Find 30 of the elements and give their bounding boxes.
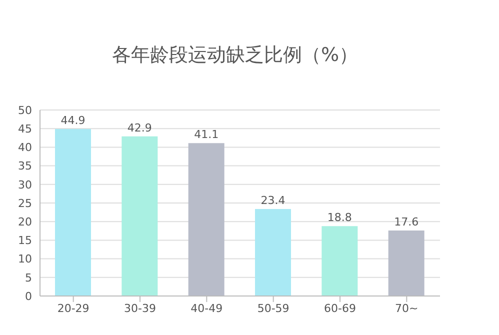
y-tick-label: 45 xyxy=(18,122,32,136)
x-tick-label: 60-69 xyxy=(324,302,356,315)
data-label: 17.6 xyxy=(394,216,419,229)
data-label: 41.1 xyxy=(194,128,219,142)
x-tick-label: 30-39 xyxy=(124,302,156,315)
bar xyxy=(122,136,158,296)
y-tick-label: 10 xyxy=(18,252,32,266)
y-tick-label: 30 xyxy=(18,178,32,192)
y-tick-label: 0 xyxy=(25,290,32,303)
y-tick-label: 40 xyxy=(18,141,32,154)
x-tick-label: 70~ xyxy=(395,302,418,315)
y-tick-label: 50 xyxy=(18,104,32,117)
x-tick-label: 50-59 xyxy=(257,302,290,315)
x-tick-label: 20-29 xyxy=(57,302,90,315)
data-label: 44.9 xyxy=(60,114,86,127)
data-label: 42.9 xyxy=(127,121,152,134)
bar xyxy=(188,143,224,296)
bar xyxy=(388,230,424,296)
y-tick-label: 35 xyxy=(18,160,32,173)
data-label: 23.4 xyxy=(260,194,286,207)
chart-title: 各年龄段运动缺乏比例（%） xyxy=(110,43,360,68)
y-tick-label: 20 xyxy=(18,216,32,229)
y-tick-label: 5 xyxy=(25,271,32,284)
x-tick-label: 40-49 xyxy=(190,302,223,315)
bar xyxy=(255,208,291,296)
y-tick-label: 25 xyxy=(18,196,32,210)
bar xyxy=(322,226,358,296)
bar xyxy=(55,128,91,296)
y-tick-label: 15 xyxy=(18,234,32,248)
data-label: 18.8 xyxy=(327,211,352,224)
